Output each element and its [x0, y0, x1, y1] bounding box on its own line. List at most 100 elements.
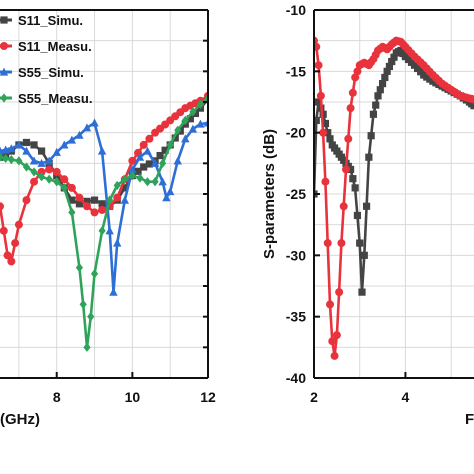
left-data-point: [191, 109, 199, 118]
right-data-point: [346, 165, 355, 174]
legend-swatch-marker: [0, 93, 8, 103]
left-data-point: [120, 195, 129, 204]
left-data-point: [90, 196, 99, 204]
left-data-point: [68, 207, 76, 217]
right-data-point: [321, 119, 330, 128]
left-data-point: [145, 160, 153, 168]
left-x-axis-label: (GHz): [0, 411, 40, 428]
right-data-point: [349, 175, 357, 183]
right-data-point: [378, 80, 387, 88]
left-data-point: [113, 180, 121, 191]
left-data-point: [83, 197, 91, 205]
left-data-point: [14, 220, 23, 229]
right-data-point: [323, 239, 332, 248]
right-data-point: [328, 337, 337, 346]
right-data-point: [353, 67, 362, 76]
left-data-point: [11, 239, 20, 248]
left-data-point: [181, 115, 189, 125]
right-data-point: [470, 102, 474, 110]
left-data-point: [136, 173, 144, 183]
left-data-point: [98, 200, 106, 208]
right-data-point: [348, 88, 357, 97]
right-data-point: [326, 135, 334, 143]
left-chart: 8 10 12 (GHz) S11_Simu. S11_Measu. S55_Simu.…: [0, 9, 216, 428]
right-data-point: [314, 98, 323, 106]
left-data-point: [173, 156, 182, 165]
left-data-point: [7, 155, 15, 165]
right-data-point: [362, 202, 371, 210]
legend: S11_Simu. S11_Measu. S55_Simu. S55_Measu.: [0, 13, 92, 106]
right-data-point: [335, 288, 344, 297]
legend-swatch-marker: [0, 67, 9, 76]
left-data-point: [7, 257, 16, 266]
left-data-point: [60, 140, 69, 149]
left-data-point: [60, 183, 68, 193]
right-x-tick-label: 4: [402, 389, 410, 405]
left-data-point: [186, 115, 194, 123]
right-data-point: [314, 116, 320, 124]
left-data-point: [106, 195, 114, 205]
left-data-point: [109, 287, 118, 296]
right-series-group: [314, 36, 474, 360]
left-data-point: [128, 165, 137, 174]
left-data-point: [0, 226, 8, 235]
left-data-point: [37, 167, 46, 176]
left-data-point: [98, 205, 107, 214]
left-data-point: [113, 193, 122, 202]
left-data-point: [60, 175, 69, 184]
left-data-point: [188, 124, 198, 133]
right-data-point: [346, 104, 355, 113]
right-data-point: [383, 67, 391, 75]
right-data-point: [337, 239, 346, 248]
legend-entry-label: S11_Simu.: [18, 13, 83, 28]
left-data-point: [22, 146, 31, 155]
left-data-point: [145, 134, 154, 143]
left-data-point: [128, 156, 137, 165]
right-data-point: [388, 57, 396, 66]
right-data-point: [381, 73, 389, 82]
left-data-point: [174, 125, 182, 135]
left-data-point: [0, 202, 4, 211]
right-data-point: [470, 95, 474, 104]
right-axes: [313, 9, 474, 379]
left-data-point: [22, 138, 31, 147]
left-data-point: [2, 153, 10, 164]
right-data-point: [314, 42, 321, 51]
right-y-tick-label: -20: [286, 125, 306, 141]
left-data-point: [15, 156, 23, 166]
left-data-point: [196, 99, 205, 110]
left-data-point: [121, 184, 129, 192]
left-series-group: [0, 91, 208, 352]
right-data-point: [365, 153, 373, 161]
left-tick-labels: 8 10 12: [53, 389, 216, 405]
right-data-point: [319, 128, 328, 137]
right-data-point: [321, 177, 330, 186]
right-data-point: [376, 86, 384, 94]
left-data-point: [75, 200, 84, 208]
right-data-point: [342, 165, 350, 174]
left-data-point: [79, 299, 87, 309]
right-data-point: [316, 91, 325, 100]
left-data-point: [151, 177, 159, 187]
left-data-point: [143, 177, 152, 187]
right-y-tick-label: -25: [286, 186, 306, 202]
left-data-point: [158, 177, 167, 186]
right-data-point: [358, 288, 366, 296]
left-data-point: [75, 263, 84, 273]
left-data-point: [150, 158, 160, 167]
left-data-point: [29, 156, 39, 165]
left-data-point: [171, 134, 179, 142]
right-y-tick-label: -40: [286, 370, 306, 386]
left-data-point: [82, 202, 91, 211]
left-data-point: [7, 144, 16, 153]
right-data-point: [339, 202, 348, 211]
right-data-point: [385, 62, 394, 71]
left-data-point: [22, 196, 31, 205]
left-data-point: [53, 177, 61, 187]
left-data-point: [161, 146, 169, 154]
left-data-point: [203, 118, 208, 127]
left-data-point: [44, 156, 54, 165]
legend-swatch-marker: [0, 42, 8, 50]
legend-entry-label: S55_Measu.: [18, 91, 92, 106]
